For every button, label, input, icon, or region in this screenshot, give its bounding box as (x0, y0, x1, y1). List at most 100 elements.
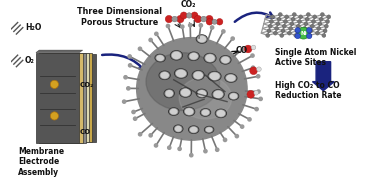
Ellipse shape (197, 89, 207, 98)
Circle shape (296, 24, 300, 28)
Ellipse shape (229, 93, 238, 99)
Ellipse shape (221, 57, 230, 63)
Ellipse shape (214, 91, 222, 98)
Circle shape (307, 28, 312, 33)
Circle shape (167, 146, 171, 149)
Circle shape (133, 117, 137, 120)
Circle shape (276, 22, 280, 26)
Ellipse shape (201, 109, 209, 115)
Text: CO: CO (235, 46, 248, 55)
Circle shape (292, 13, 296, 17)
Circle shape (155, 32, 158, 35)
Circle shape (222, 30, 225, 33)
Circle shape (211, 26, 214, 29)
Circle shape (270, 19, 273, 24)
Circle shape (295, 33, 301, 39)
Circle shape (201, 16, 206, 22)
Circle shape (291, 17, 295, 21)
Ellipse shape (159, 71, 170, 79)
Circle shape (319, 17, 323, 21)
Circle shape (132, 110, 135, 114)
Circle shape (322, 33, 326, 37)
Ellipse shape (222, 57, 229, 63)
Circle shape (178, 147, 181, 150)
Ellipse shape (175, 126, 182, 132)
Circle shape (259, 97, 262, 100)
Circle shape (138, 133, 142, 136)
Ellipse shape (136, 38, 247, 140)
Ellipse shape (169, 108, 179, 115)
Circle shape (241, 48, 244, 51)
Circle shape (267, 29, 271, 33)
Circle shape (304, 22, 308, 26)
Ellipse shape (206, 128, 212, 132)
Circle shape (165, 15, 173, 23)
Circle shape (273, 31, 277, 35)
Circle shape (324, 24, 328, 28)
Ellipse shape (198, 36, 206, 42)
Ellipse shape (212, 90, 224, 99)
Ellipse shape (172, 52, 181, 58)
Circle shape (50, 80, 59, 88)
Polygon shape (52, 54, 96, 142)
Circle shape (186, 13, 192, 18)
Circle shape (297, 27, 309, 39)
Circle shape (244, 45, 252, 53)
Text: CO₂: CO₂ (180, 0, 196, 9)
Circle shape (295, 28, 301, 33)
Ellipse shape (174, 125, 183, 132)
Circle shape (149, 38, 152, 42)
Circle shape (290, 22, 294, 26)
Circle shape (154, 144, 158, 147)
Circle shape (254, 91, 259, 95)
Ellipse shape (177, 70, 186, 77)
Polygon shape (42, 53, 86, 143)
Ellipse shape (204, 53, 216, 63)
Ellipse shape (194, 72, 202, 78)
Ellipse shape (146, 53, 220, 111)
Circle shape (255, 107, 258, 111)
Circle shape (284, 19, 287, 24)
Ellipse shape (157, 56, 163, 60)
Text: H₂O: H₂O (25, 23, 42, 32)
Ellipse shape (204, 127, 214, 133)
Ellipse shape (206, 127, 213, 132)
FancyArrow shape (313, 62, 334, 91)
Circle shape (251, 66, 255, 69)
Ellipse shape (164, 89, 174, 98)
Circle shape (271, 15, 275, 19)
Ellipse shape (190, 53, 197, 59)
Ellipse shape (181, 89, 191, 96)
Ellipse shape (216, 110, 225, 117)
Ellipse shape (202, 110, 209, 115)
Text: Ni: Ni (300, 31, 307, 36)
Circle shape (166, 24, 170, 28)
Ellipse shape (161, 73, 168, 78)
Circle shape (282, 24, 286, 28)
Circle shape (280, 33, 284, 37)
Circle shape (297, 19, 302, 24)
Circle shape (307, 33, 312, 39)
Circle shape (287, 31, 291, 35)
Text: Three Dimensional
Porous Structure: Three Dimensional Porous Structure (77, 7, 162, 27)
Text: Membrane
Electrode
Assembly: Membrane Electrode Assembly (18, 147, 64, 177)
Circle shape (301, 31, 305, 35)
Circle shape (294, 33, 298, 37)
Circle shape (206, 19, 213, 25)
Ellipse shape (156, 55, 164, 61)
Ellipse shape (170, 51, 182, 60)
Circle shape (190, 154, 193, 157)
Circle shape (303, 26, 307, 30)
Circle shape (172, 16, 178, 22)
Circle shape (266, 33, 270, 37)
Circle shape (310, 24, 314, 28)
Text: Single Atom Nickel
Active Sites: Single Atom Nickel Active Sites (275, 48, 357, 68)
Ellipse shape (184, 107, 195, 116)
Circle shape (321, 13, 324, 17)
Text: O₂: O₂ (25, 56, 35, 65)
Ellipse shape (225, 74, 237, 82)
Ellipse shape (209, 72, 220, 80)
Ellipse shape (227, 75, 235, 81)
Ellipse shape (220, 56, 231, 64)
Circle shape (216, 19, 223, 25)
